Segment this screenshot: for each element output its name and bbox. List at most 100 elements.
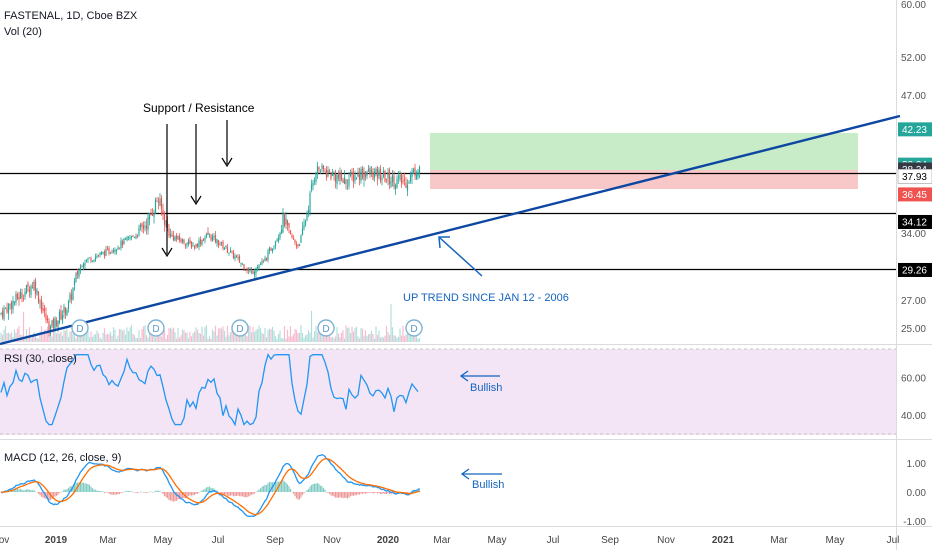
macd-hist-bar: [337, 492, 340, 498]
volume-bar: [27, 336, 29, 342]
price-badge-label: 37.93: [902, 172, 927, 183]
candle-body: [276, 239, 278, 241]
macd-hist-bar: [165, 492, 167, 498]
candle-body: [261, 261, 263, 265]
volume-bar: [402, 325, 404, 342]
macd-hist-bar: [372, 492, 374, 494]
candle-body: [238, 256, 241, 263]
long-position-stop-zone[interactable]: [430, 170, 858, 189]
candle-body: [162, 209, 164, 215]
candle-body: [273, 246, 275, 248]
macd-hist-bar: [168, 492, 170, 500]
macd-hist-bar: [22, 490, 25, 492]
macd-hist-bar: [367, 492, 370, 493]
volume-bar: [105, 334, 107, 342]
candle-body: [190, 241, 193, 248]
macd-hist-bar: [292, 492, 295, 494]
candle-body: [256, 266, 259, 271]
macd-hist-bar: [307, 488, 310, 492]
volume-bar: [153, 331, 155, 342]
volume-bar: [7, 332, 10, 342]
macd-hist-bar: [358, 492, 361, 495]
macd-hist-bar: [370, 492, 373, 493]
volume-bar: [249, 325, 251, 342]
volume-bar: [76, 331, 79, 342]
volume-bar: [93, 334, 95, 342]
macd-hist-bar: [48, 492, 50, 501]
candle-body: [294, 239, 296, 243]
candle-body: [42, 308, 44, 311]
volume-bar: [283, 325, 286, 342]
time-tick-label: Nov: [657, 535, 675, 546]
rsi-line: [0, 353, 419, 427]
macd-hist-bar: [339, 492, 341, 498]
volume-bar: [43, 330, 46, 342]
volume-bar: [195, 327, 197, 342]
macd-hist-bar: [376, 492, 379, 494]
time-axis[interactable]: ov 2019 Mar May Jul Sep Nov 2020 Mar May Jul Sep Nov…: [0, 535, 899, 546]
candle-body: [141, 223, 143, 227]
candle-body: [415, 173, 418, 179]
candle-body: [274, 241, 277, 247]
macd-hist-bar: [312, 483, 314, 492]
macd-line: [0, 453, 420, 518]
time-tick-label: 2019: [45, 535, 68, 546]
long-position-target-zone[interactable]: [430, 133, 858, 170]
price-tick-label: 34.00: [901, 229, 926, 240]
volume-bar: [270, 329, 272, 342]
volume-bar: [138, 330, 140, 342]
volume-bar: [79, 332, 82, 342]
volume-bar: [244, 334, 247, 342]
candle-body: [211, 236, 214, 242]
candle-body: [25, 284, 28, 294]
volume-bar: [15, 332, 17, 342]
volume-bar: [108, 334, 110, 342]
volume-bar: [142, 326, 145, 342]
volume-bar: [112, 327, 115, 342]
candle-body: [213, 235, 215, 238]
macd-hist-bar: [348, 492, 350, 498]
macd-hist-bar: [256, 490, 259, 492]
macd-hist-bar: [129, 491, 131, 492]
volume-bar: [10, 332, 13, 342]
candle-body: [390, 181, 392, 187]
volume-bar: [145, 335, 148, 342]
volume-bar: [216, 335, 218, 342]
candle-body: [414, 167, 416, 176]
volume-bar: [187, 338, 190, 342]
macd-hist-bar: [265, 485, 268, 492]
uptrend-line[interactable]: [0, 114, 901, 346]
volume-bar: [378, 330, 380, 342]
macd-hist-bar: [291, 491, 293, 493]
volume-bar: [6, 333, 8, 342]
price-tick-label: 27.00: [901, 296, 926, 307]
macd-hist-bar: [10, 490, 13, 492]
candle-body: [67, 301, 70, 309]
volume-bar: [85, 330, 88, 342]
volume-bar: [204, 327, 206, 342]
macd-hist-bar: [361, 492, 364, 494]
volume-bar: [163, 330, 166, 342]
macd-hist-bar: [172, 492, 175, 502]
candle-body: [237, 257, 239, 259]
volume-bar: [409, 334, 412, 342]
candle-body: [21, 292, 23, 298]
macd-hist-bar: [286, 484, 289, 492]
candle-body: [219, 244, 221, 245]
candle-body: [417, 171, 419, 177]
volume-bar: [18, 326, 20, 342]
macd-hist-bar: [117, 492, 119, 495]
volume-bar: [297, 333, 299, 342]
macd-hist-bar: [387, 492, 389, 494]
macd-hist-bar: [357, 492, 359, 495]
macd-hist-bar: [51, 492, 53, 499]
macd-hist-bar: [33, 490, 35, 492]
candle-body: [135, 235, 137, 239]
volume-bar: [64, 330, 67, 342]
candle-body: [102, 252, 104, 253]
candle-body: [409, 174, 412, 182]
volume-bar: [364, 330, 367, 342]
macd-hist-bar: [240, 492, 242, 497]
candle-body: [120, 240, 122, 249]
